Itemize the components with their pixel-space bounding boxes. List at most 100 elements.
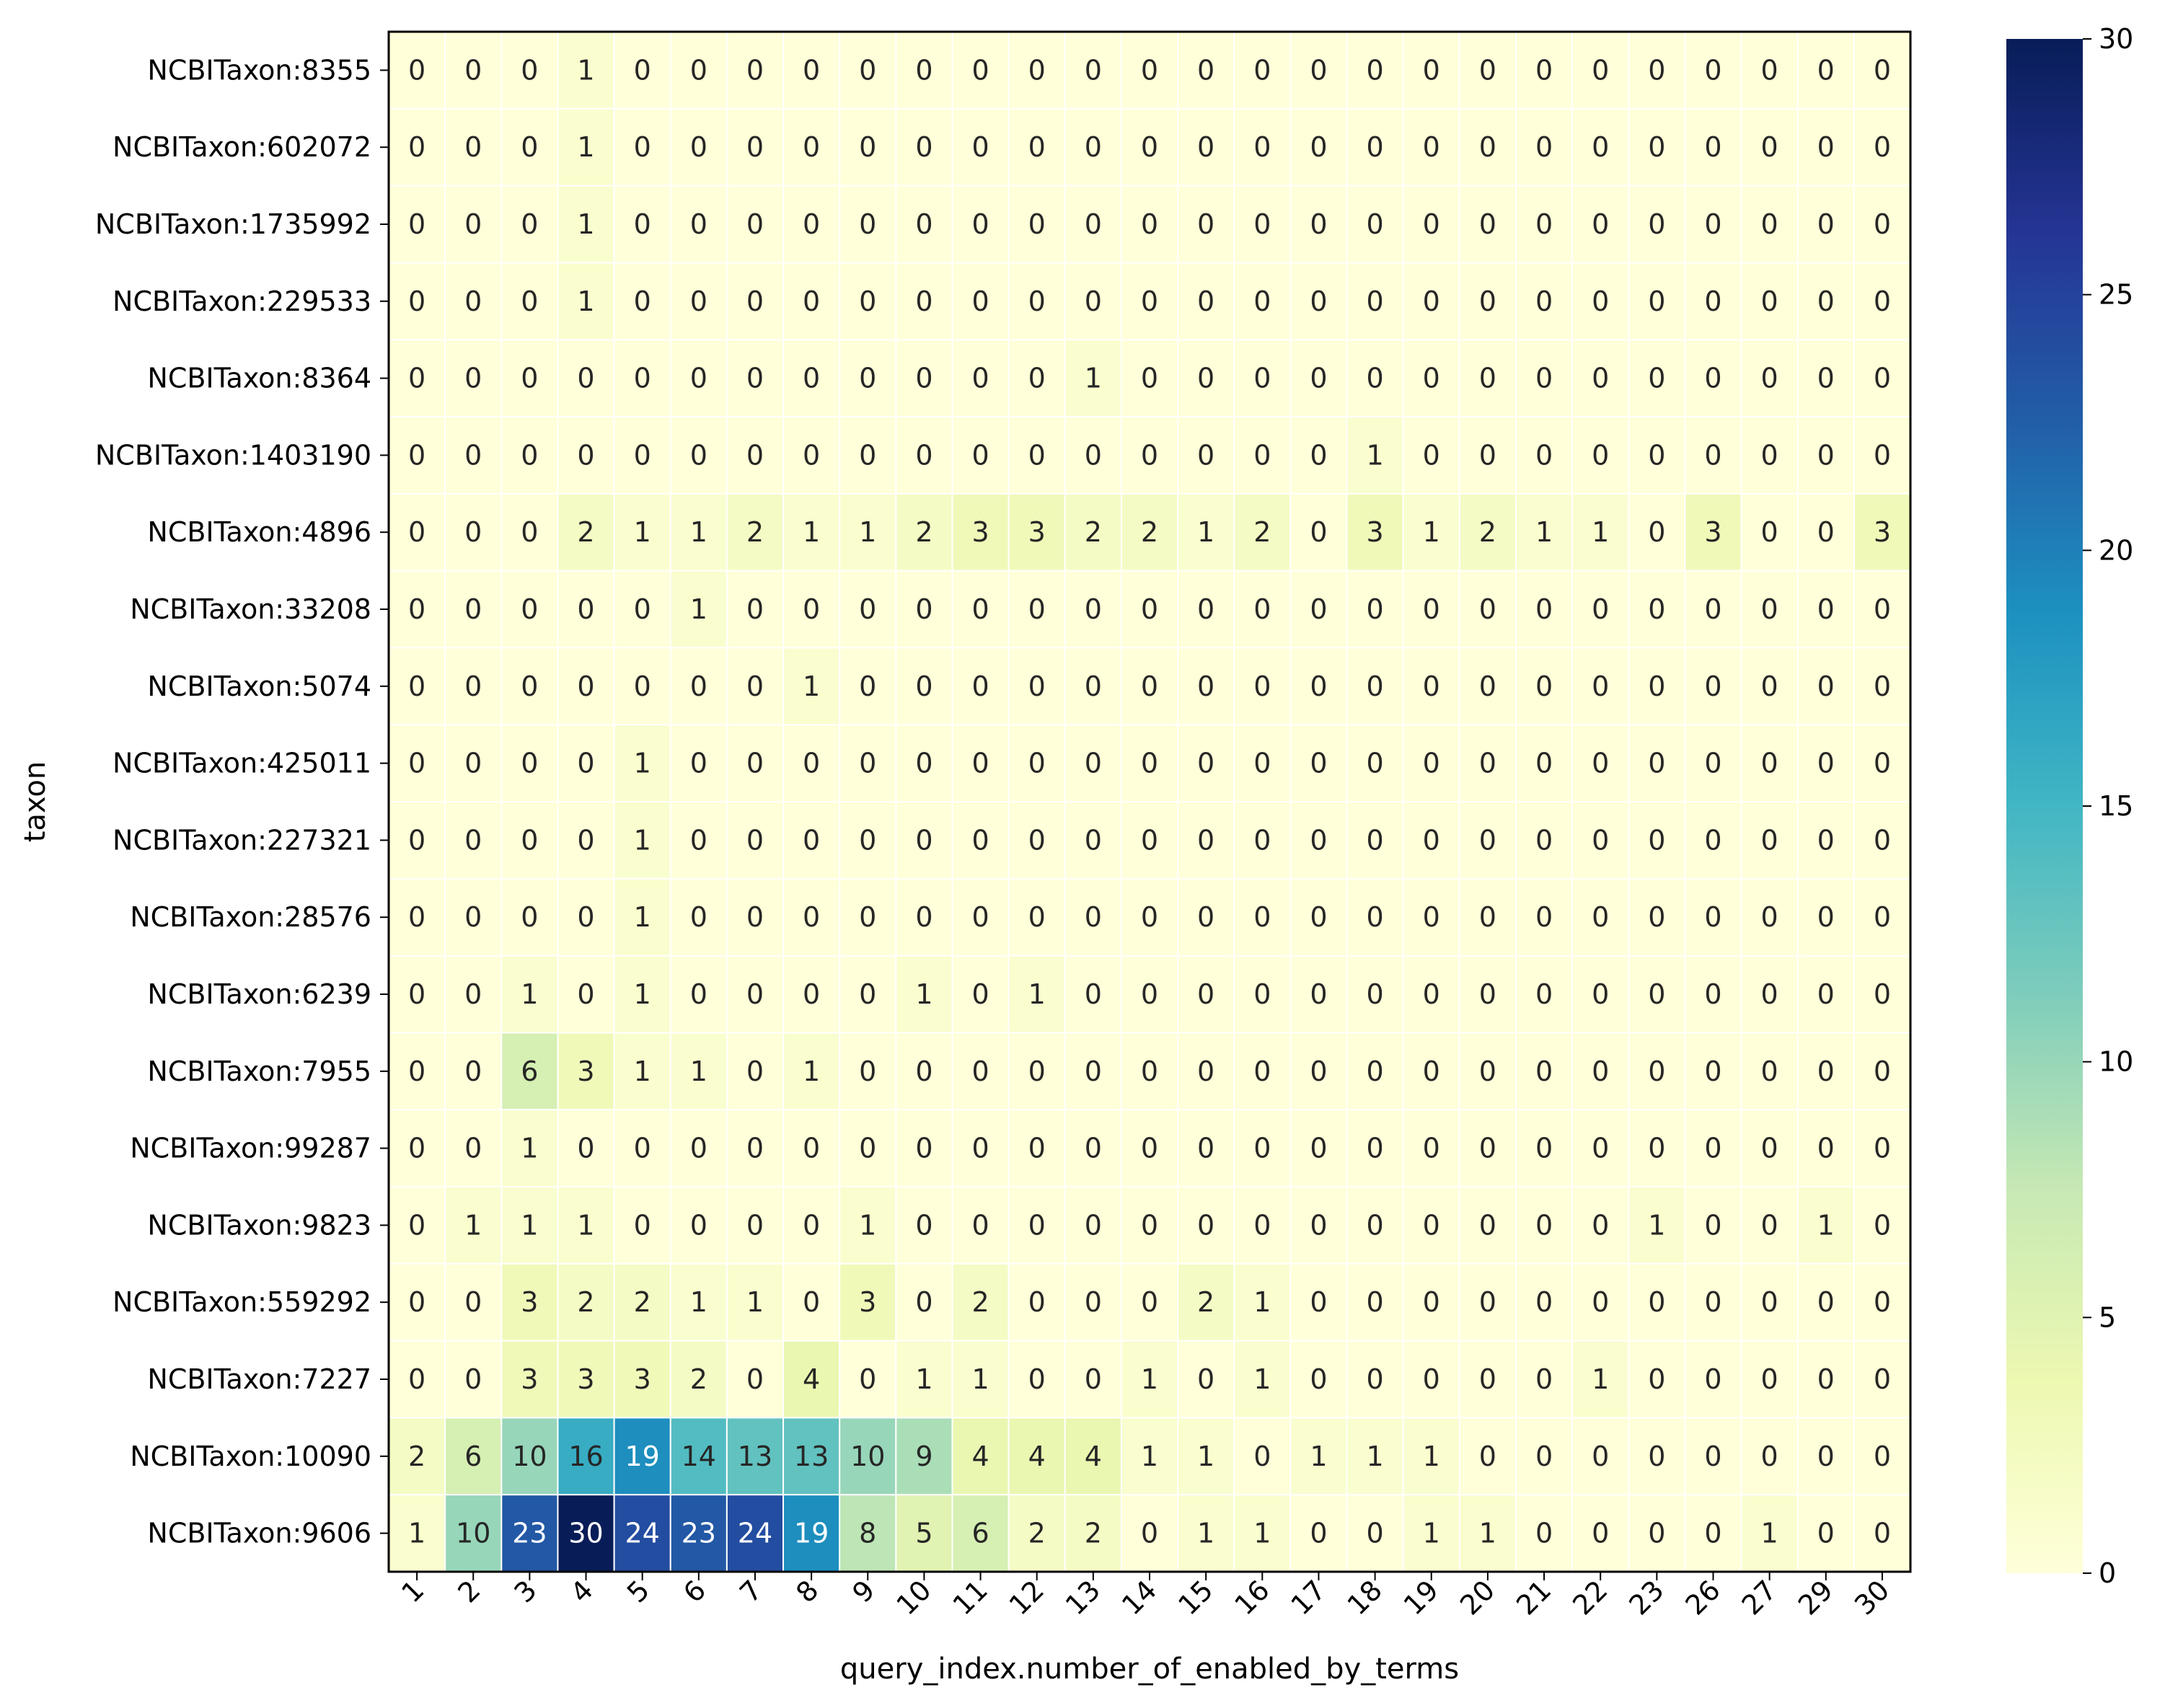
cell-value-label: 0	[1366, 1133, 1383, 1164]
heatmap-cell	[1289, 877, 1348, 957]
cell-value-label: 0	[1592, 1518, 1609, 1549]
cell-value-label: 0	[690, 439, 707, 471]
cell-value-label: 0	[1761, 286, 1778, 317]
cell-value-label: 0	[1366, 671, 1383, 702]
heatmap-cell	[557, 416, 615, 495]
x-tick-label: 13	[1059, 1574, 1106, 1621]
cell-value-label: 0	[634, 671, 651, 702]
cell-value-label: 0	[1085, 901, 1102, 933]
heatmap-cell	[1853, 1186, 1911, 1265]
cell-value-label: 23	[512, 1518, 547, 1549]
cell-value-label: 19	[625, 1441, 659, 1472]
cell-value-label: 0	[1085, 748, 1102, 779]
heatmap-cell	[895, 1340, 953, 1419]
cell-value-label: 0	[971, 1209, 989, 1241]
heatmap-cell	[782, 1262, 841, 1342]
heatmap-cell	[1402, 1262, 1460, 1342]
heatmap-cell	[1458, 492, 1517, 572]
heatmap-cell	[444, 1494, 503, 1572]
heatmap-cell	[557, 1262, 615, 1342]
heatmap-cell	[1289, 955, 1348, 1034]
heatmap-cell	[726, 570, 785, 649]
heatmap-cell	[1684, 801, 1742, 880]
cell-value-label: 3	[634, 1363, 651, 1395]
heatmap-cell	[1628, 724, 1686, 803]
cell-value-label: 0	[1874, 978, 1891, 1010]
cell-value-label: 0	[408, 901, 425, 933]
cell-value-label: 0	[1085, 1363, 1102, 1395]
heatmap-cell	[1120, 647, 1179, 726]
cell-value-label: 0	[1874, 439, 1891, 471]
cell-value-label: 0	[1535, 54, 1553, 86]
heatmap-cell	[1120, 492, 1179, 572]
heatmap-cell	[444, 1262, 503, 1342]
cell-value-label: 0	[1535, 1363, 1553, 1395]
heatmap-cell	[1346, 724, 1404, 803]
cell-value-label: 0	[1535, 901, 1553, 933]
cell-value-label: 0	[1648, 131, 1665, 163]
heatmap-cell	[1007, 339, 1066, 418]
cell-value-label: 0	[1310, 1209, 1327, 1241]
heatmap-cell	[1007, 1186, 1066, 1265]
heatmap-cell	[839, 1340, 897, 1419]
heatmap-cell	[1120, 724, 1179, 803]
cell-value-label: 0	[1761, 1286, 1778, 1318]
y-tick-label: NCBITaxon:33208	[130, 593, 371, 625]
cell-value-label: 0	[1817, 901, 1835, 933]
heatmap-cell	[1289, 1032, 1348, 1111]
cell-value-label: 0	[464, 363, 482, 394]
heatmap-cell	[444, 1186, 503, 1265]
cell-value-label: 0	[1028, 671, 1046, 702]
heatmap-cell	[1233, 647, 1292, 726]
heatmap-cell	[444, 724, 503, 803]
cell-value-label: 0	[1366, 208, 1383, 240]
heatmap-cell	[1796, 1186, 1855, 1265]
cell-value-label: 1	[803, 516, 820, 548]
heatmap-cell	[1740, 185, 1799, 264]
heatmap-cell	[444, 1417, 503, 1496]
cell-value-label: 0	[1648, 1363, 1665, 1395]
heatmap-cell	[444, 570, 503, 649]
heatmap-cell	[444, 801, 503, 880]
heatmap-cell	[1007, 1032, 1066, 1111]
heatmap-cell	[1796, 724, 1855, 803]
heatmap-cell	[1120, 1417, 1179, 1496]
heatmap-cell	[1177, 724, 1235, 803]
heatmap-cell	[669, 492, 728, 572]
cell-value-label: 0	[1535, 1286, 1553, 1318]
heatmap-cell	[895, 416, 953, 495]
cell-value-label: 0	[1141, 901, 1158, 933]
x-tick-label: 11	[947, 1574, 994, 1621]
heatmap-cell	[1740, 416, 1799, 495]
heatmap-cell	[1571, 416, 1630, 495]
heatmap-cell	[1514, 647, 1574, 726]
cell-value-label: 0	[1761, 824, 1778, 856]
cell-value-label: 0	[690, 1209, 707, 1241]
heatmap-cell	[1289, 262, 1348, 341]
x-tick-label: 12	[1003, 1574, 1050, 1621]
heatmap-cell	[1514, 339, 1574, 418]
heatmap-cell	[1346, 1109, 1404, 1187]
heatmap-cell	[444, 955, 503, 1034]
cell-value-label: 0	[1874, 54, 1891, 86]
cell-value-label: 0	[1535, 1441, 1553, 1472]
y-tick-label: NCBITaxon:229533	[113, 286, 371, 317]
cell-value-label: 0	[746, 671, 764, 702]
cell-value-label: 0	[408, 1133, 425, 1164]
cell-value-label: 0	[1648, 824, 1665, 856]
cell-value-label: 0	[803, 593, 820, 625]
cell-value-label: 0	[1874, 363, 1891, 394]
heatmap-cell	[1346, 1417, 1404, 1496]
cell-value-label: 1	[521, 1209, 538, 1241]
heatmap-cell	[951, 1032, 1010, 1111]
cell-value-label: 0	[464, 1363, 482, 1395]
cell-value-label: 0	[1197, 901, 1214, 933]
heatmap-cell	[951, 1186, 1010, 1265]
heatmap-cell	[1514, 107, 1574, 187]
cell-value-label: 0	[1704, 439, 1721, 471]
cell-value-label: 0	[690, 748, 707, 779]
cell-value-label: 0	[1704, 286, 1721, 317]
colorbar-tick-label: 15	[2099, 790, 2133, 822]
cell-value-label: 0	[1197, 208, 1214, 240]
cell-value-label: 0	[1253, 978, 1271, 1010]
